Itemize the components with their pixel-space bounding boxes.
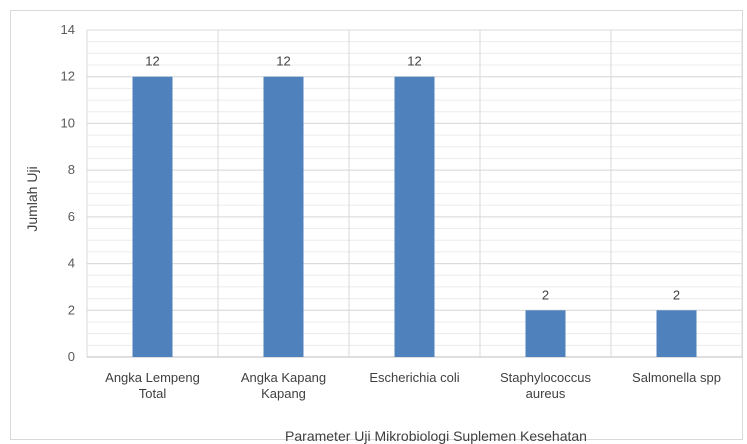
y-tick-label: 0 [68,349,75,364]
y-tick-label: 2 [68,302,75,317]
y-tick-label: 14 [61,22,75,37]
chart-frame [10,10,743,440]
bar [656,310,697,357]
data-label: 2 [542,287,549,302]
y-tick-label: 12 [61,69,75,84]
x-tick-label: aureus [526,386,566,401]
x-tick-label: Staphylococcus [500,370,592,385]
x-tick-label: Escherichia coli [369,370,459,385]
y-axis-title: Jumlah Uji [24,166,40,231]
data-label: 2 [673,287,680,302]
bar [394,76,435,357]
data-label: 12 [276,54,290,69]
y-tick-label: 4 [68,256,75,271]
bar [525,310,566,357]
x-tick-label: Kapang [261,386,306,401]
bar [263,76,304,357]
data-label: 12 [145,54,159,69]
y-axis-ticks: 0 2 4 6 8 10 12 14 [61,22,75,364]
x-axis-title: Parameter Uji Mikrobiologi Suplemen Kese… [285,428,587,444]
x-tick-label: Salmonella spp [632,370,721,385]
x-tick-label: Angka Lempeng [105,370,200,385]
bars [132,76,697,357]
y-tick-label: 8 [68,162,75,177]
x-tick-label: Total [139,386,167,401]
x-tick-label: Angka Kapang [241,370,326,385]
y-tick-label: 6 [68,209,75,224]
bar [132,76,173,357]
data-label: 12 [407,54,421,69]
y-tick-label: 10 [61,115,75,130]
data-labels: 12 12 12 2 2 [145,54,680,303]
